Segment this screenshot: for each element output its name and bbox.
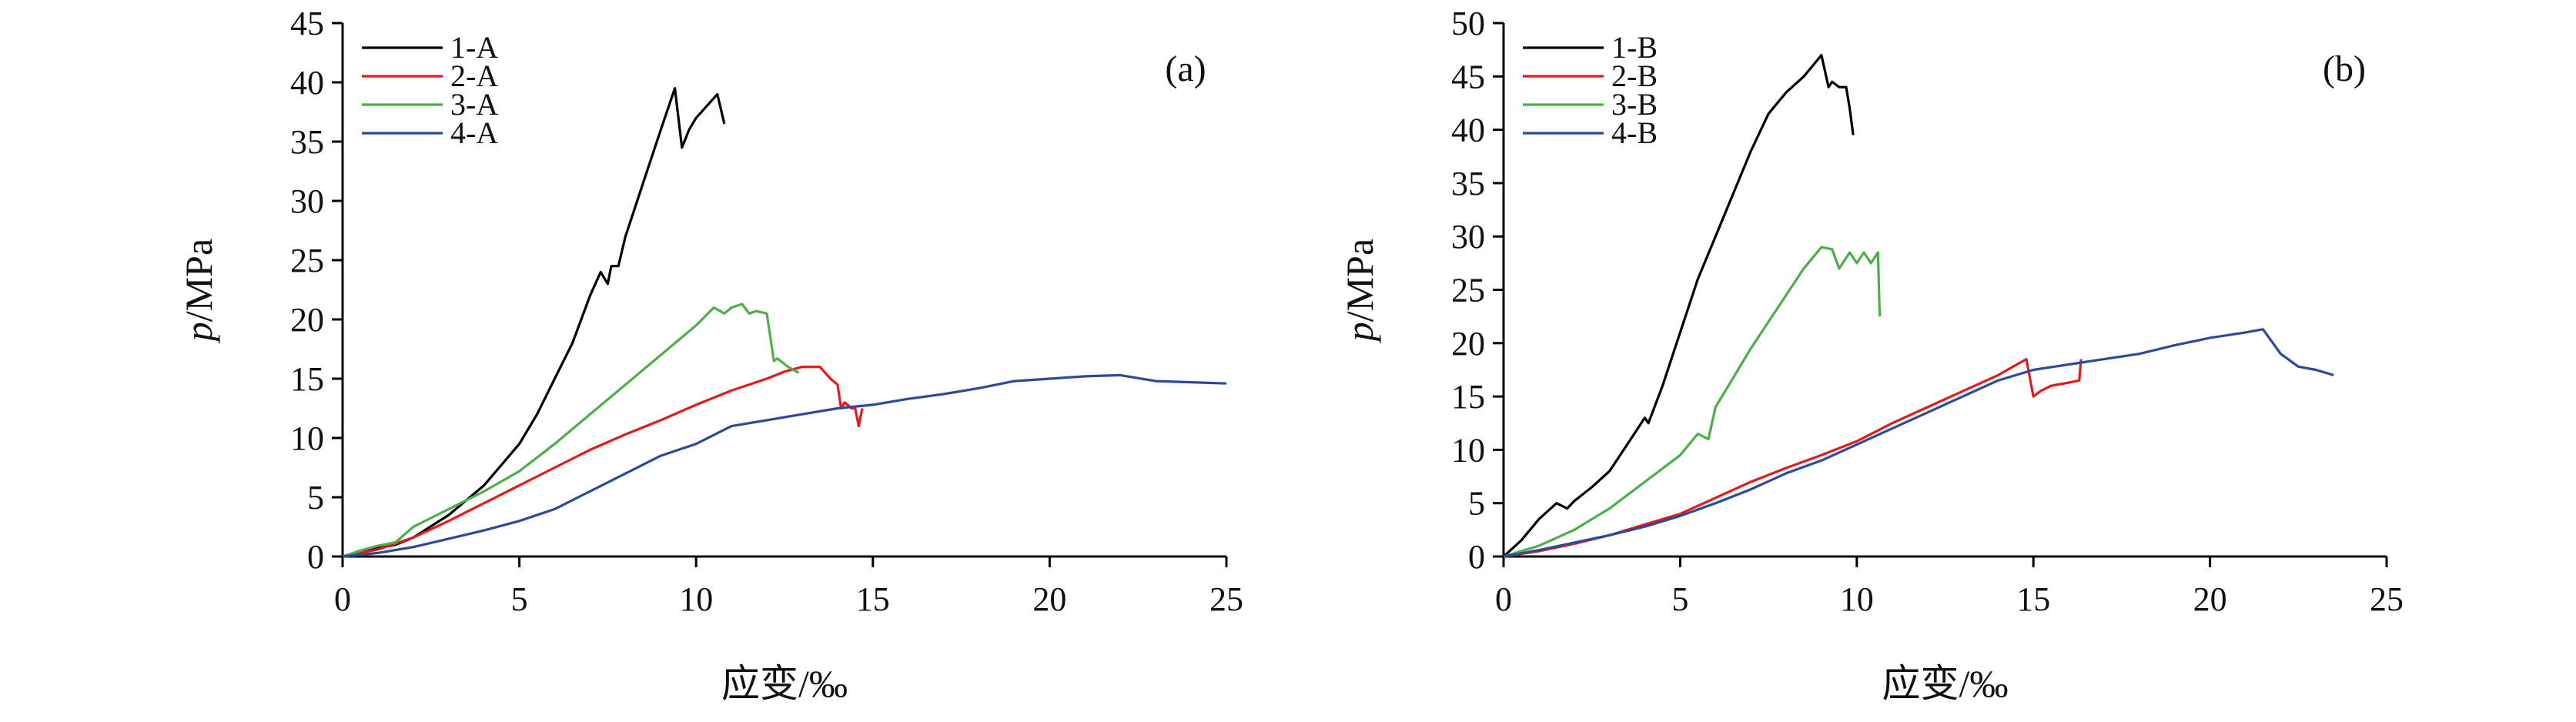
legend-label-2-B: 2-B [1611, 58, 1658, 93]
x-axis-title: 应变/‰ [1882, 662, 2009, 705]
panel-label: (a) [1165, 48, 1206, 89]
x-tick-label: 5 [511, 580, 528, 618]
series-line-3-A [342, 303, 800, 558]
y-tick-label: 5 [1468, 485, 1485, 523]
x-tick-label: 25 [2370, 580, 2404, 618]
x-tick-label: 10 [679, 580, 713, 618]
series-line-4-B [1503, 328, 2334, 558]
y-axis-title-italic: p [1338, 322, 1381, 343]
x-tick-label: 15 [2016, 580, 2050, 618]
y-tick-label: 30 [1451, 218, 1485, 256]
series-line-2-B [1503, 358, 2083, 558]
x-tick-label: 0 [334, 580, 351, 618]
legend-label-4-A: 4-A [450, 115, 498, 150]
y-tick-label: 45 [1451, 58, 1485, 95]
legend-label-3-B: 3-B [1611, 87, 1658, 122]
y-axis-title-unit: /MPa [177, 239, 220, 322]
y-axis-title: p/MPa [177, 239, 220, 343]
y-tick-label: 0 [1468, 538, 1485, 576]
x-tick-label: 25 [1209, 580, 1243, 618]
y-tick-label: 20 [1451, 325, 1485, 363]
legend-label-3-A: 3-A [450, 87, 498, 122]
y-tick-label: 25 [1451, 272, 1485, 309]
series-line-3-B [1503, 246, 1882, 558]
y-tick-label: 15 [290, 360, 324, 398]
series-line-4-A [342, 373, 1227, 558]
chart-panel-2: 0 5 10 15 20 25 30 35 40 45 50 0 5 10 15 20 25 应变/‰ p/MPa (… [1338, 5, 2404, 705]
chart-panel-1: 0 5 10 15 20 25 30 35 40 45 0 5 10 15 20 25 应变/‰ p/MPa (a)… [177, 5, 1243, 705]
y-tick-label: 20 [290, 301, 324, 339]
y-axis-title: p/MPa [1338, 239, 1381, 343]
y-tick-label: 50 [1451, 5, 1485, 42]
legend-label-4-B: 4-B [1611, 115, 1658, 150]
y-tick-label: 10 [1451, 431, 1485, 469]
y-tick-label: 40 [1451, 112, 1485, 149]
panel-label: (b) [2323, 48, 2366, 89]
y-tick-label: 25 [290, 242, 324, 279]
x-axis-title: 应变/‰ [721, 662, 848, 705]
series-line-1-A [342, 87, 726, 558]
y-tick-label: 35 [290, 123, 324, 161]
y-axis-title-unit: /MPa [1338, 239, 1381, 322]
y-tick-label: 10 [290, 419, 324, 457]
x-tick-label: 10 [1840, 580, 1874, 618]
series-line-1-B [1502, 53, 1855, 558]
legend-label-2-A: 2-A [450, 58, 498, 93]
legend-label-1-B: 1-B [1611, 30, 1658, 65]
y-tick-label: 35 [1451, 165, 1485, 202]
y-axis-title-italic: p [177, 322, 220, 343]
y-tick-label: 15 [1451, 378, 1485, 416]
y-tick-label: 45 [290, 5, 324, 42]
series-line-2-A [342, 366, 864, 558]
x-tick-label: 5 [1671, 580, 1688, 618]
y-tick-label: 40 [290, 64, 324, 102]
x-tick-label: 0 [1495, 580, 1512, 618]
legend-label-1-A: 1-A [450, 30, 498, 65]
y-tick-label: 0 [307, 538, 324, 576]
y-tick-label: 30 [290, 182, 324, 220]
x-tick-label: 20 [1032, 580, 1066, 618]
x-tick-label: 15 [856, 580, 890, 618]
y-tick-label: 5 [307, 479, 324, 516]
x-tick-label: 20 [2193, 580, 2227, 618]
